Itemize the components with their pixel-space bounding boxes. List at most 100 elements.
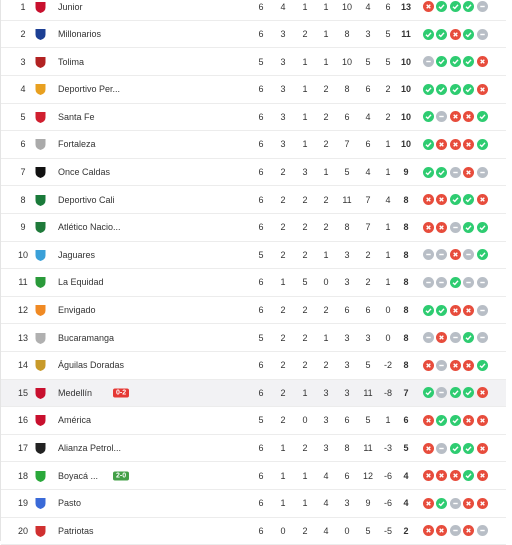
team-name: Boyacá ... [58, 470, 99, 481]
stat: 2 [302, 332, 308, 343]
stat: 6 [385, 1, 391, 12]
form-icon [462, 497, 474, 509]
form-icon [449, 83, 461, 95]
stat: 6 [365, 305, 371, 316]
stat: 3 [344, 498, 350, 509]
stat: -3 [383, 443, 393, 454]
stat: 5 [258, 415, 264, 426]
team-name: Fortaleza [58, 139, 96, 150]
stat: 1 [280, 443, 286, 454]
rank: 12 [17, 305, 29, 316]
team-name: Millonarios [58, 29, 102, 40]
team-logo [35, 525, 46, 537]
team-name: Tolima [58, 56, 85, 67]
table-row: 17 Alianza Petrol... 6 1 2 3 8 11 -3 5 [1, 435, 506, 463]
points: 8 [403, 194, 409, 205]
stat: 0 [280, 525, 286, 536]
form-icon [462, 194, 474, 206]
form-icon [435, 56, 447, 68]
form-icon [449, 194, 461, 206]
stat: 1 [385, 167, 391, 178]
rank: 9 [20, 222, 26, 233]
form-icon [435, 359, 447, 371]
team-logo [35, 332, 46, 344]
form-icon [435, 221, 447, 233]
form-icon [449, 166, 461, 178]
form-icon [422, 111, 434, 123]
stat: 1 [302, 111, 308, 122]
form-icon [449, 276, 461, 288]
form-icon [422, 221, 434, 233]
stat: 1 [385, 277, 391, 288]
form-icon [476, 166, 488, 178]
form-icon [462, 111, 474, 123]
stat: 2 [302, 305, 308, 316]
form-icon [449, 249, 461, 261]
team-logo [35, 222, 46, 234]
form-icon [422, 83, 434, 95]
stat: 1 [280, 470, 286, 481]
points: 8 [403, 305, 409, 316]
form-icon [476, 1, 488, 12]
table-row: 6 Fortaleza 6 3 1 2 7 6 1 10 [1, 131, 506, 159]
team-name: Alianza Petrol... [58, 443, 122, 454]
stat: 3 [280, 111, 286, 122]
stat: 1 [302, 56, 308, 67]
form-icon [476, 249, 488, 261]
points: 10 [400, 56, 412, 67]
stat: 5 [385, 56, 391, 67]
stat: 6 [365, 84, 371, 95]
form-icon [422, 28, 434, 40]
points: 8 [403, 249, 409, 260]
team-name: Envigado [58, 305, 96, 316]
points: 8 [403, 277, 409, 288]
form-icon [449, 414, 461, 426]
stat: 2 [365, 277, 371, 288]
team-name: Junior [58, 1, 83, 12]
table-row: 18 Boyacá ... 2-0 6 1 1 4 6 12 -6 4 [1, 462, 506, 490]
form-icon [449, 221, 461, 233]
rank: 10 [17, 249, 29, 260]
form-icon [435, 276, 447, 288]
form-icon [435, 166, 447, 178]
rank: 4 [20, 84, 26, 95]
form-icon [476, 359, 488, 371]
stat: 1 [323, 249, 329, 260]
team-name: Santa Fe [58, 111, 95, 122]
form-icon [476, 470, 488, 482]
form-icon [462, 525, 474, 537]
stat: 1 [385, 139, 391, 150]
team-logo [35, 277, 46, 289]
stat: 6 [344, 305, 350, 316]
stat: 2 [323, 360, 329, 371]
stat: -5 [383, 525, 393, 536]
rank: 3 [20, 56, 26, 67]
stat: 2 [280, 222, 286, 233]
form-icon [462, 387, 474, 399]
stat: 1 [302, 470, 308, 481]
stat: 1 [280, 277, 286, 288]
form-icon [476, 276, 488, 288]
form-icon [435, 387, 447, 399]
team-logo [35, 305, 46, 317]
form-icon [449, 28, 461, 40]
stat: 1 [323, 332, 329, 343]
stat: 2 [323, 111, 329, 122]
points: 10 [400, 111, 412, 122]
team-name: Once Caldas [58, 167, 111, 178]
form-icon [422, 497, 434, 509]
form-icon [476, 221, 488, 233]
team-logo [35, 498, 46, 510]
form-icon [462, 138, 474, 150]
form-icon [435, 525, 447, 537]
team-logo [35, 56, 46, 68]
stat: 0 [302, 415, 308, 426]
table-row: 2 Millonarios 6 3 2 1 8 3 5 11 [1, 21, 506, 49]
form-icon [422, 166, 434, 178]
table-row: 14 Águilas Doradas 6 2 2 2 3 5 -2 8 [1, 352, 506, 380]
team-name: Atlético Nacio... [58, 222, 121, 233]
rank: 19 [17, 498, 29, 509]
form-icon [476, 304, 488, 316]
points: 11 [401, 29, 411, 40]
